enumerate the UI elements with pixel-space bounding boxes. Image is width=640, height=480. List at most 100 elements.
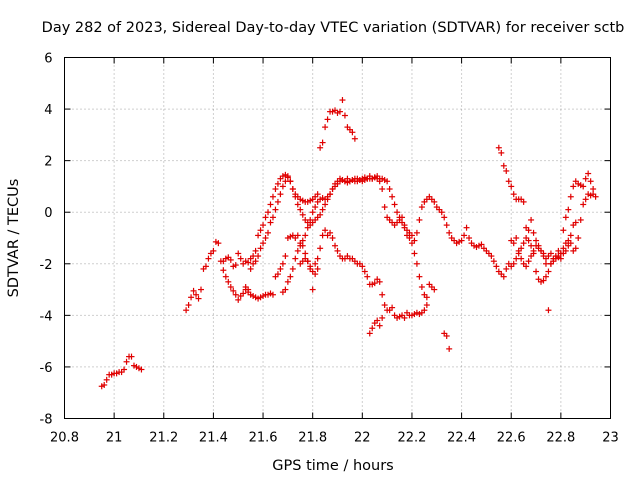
data-point xyxy=(277,191,284,198)
data-point xyxy=(292,193,299,200)
data-point xyxy=(570,183,577,190)
data-point xyxy=(441,214,448,221)
data-point xyxy=(394,209,401,216)
data-point xyxy=(317,144,324,151)
x-axis-label: GPS time / hours xyxy=(272,458,393,474)
data-point xyxy=(495,144,502,151)
data-point xyxy=(245,259,252,266)
data-point xyxy=(314,191,321,198)
data-point xyxy=(545,268,552,275)
data-point xyxy=(269,214,276,221)
data-point xyxy=(408,232,415,239)
data-point xyxy=(520,198,527,205)
data-point xyxy=(376,322,383,329)
data-point xyxy=(389,304,396,311)
data-point xyxy=(416,273,423,280)
y-tick-label: -8 xyxy=(40,413,53,428)
data-point xyxy=(193,291,200,298)
data-point xyxy=(371,280,378,287)
x-tick-label: 22.8 xyxy=(546,431,575,446)
data-point xyxy=(461,232,468,239)
data-point xyxy=(431,198,438,205)
data-point xyxy=(210,247,217,254)
data-point xyxy=(287,178,294,185)
data-point xyxy=(312,260,319,267)
data-point xyxy=(262,235,269,241)
data-point xyxy=(279,260,286,267)
data-point xyxy=(538,247,545,254)
data-point xyxy=(341,112,348,119)
data-point xyxy=(381,204,388,211)
plot-frame xyxy=(64,57,611,419)
data-point xyxy=(190,287,197,294)
data-point xyxy=(101,381,108,388)
data-point xyxy=(413,260,420,267)
data-point xyxy=(324,116,331,123)
data-point xyxy=(262,214,269,221)
data-point xyxy=(421,307,428,314)
data-point xyxy=(237,255,244,262)
data-point xyxy=(304,258,311,265)
data-point xyxy=(277,265,284,272)
data-point xyxy=(299,237,306,244)
data-point xyxy=(334,247,341,254)
data-point xyxy=(232,291,239,298)
data-point xyxy=(312,204,319,211)
data-point xyxy=(364,273,371,280)
data-point xyxy=(510,240,517,247)
x-tick-label: 21.8 xyxy=(298,431,327,446)
data-point xyxy=(545,307,552,314)
data-point xyxy=(446,345,453,352)
data-point xyxy=(329,186,336,193)
axis-ticks: 20.8 21 21.2 21.4 21.6 21.8 22 22.2 22.4 22.6 22.8… xyxy=(40,52,619,446)
data-point xyxy=(518,255,525,262)
data-point xyxy=(361,268,368,275)
data-point xyxy=(540,253,547,260)
x-tick-label: 21 xyxy=(106,431,123,446)
data-point xyxy=(411,250,418,257)
data-point xyxy=(225,278,232,285)
data-point xyxy=(513,235,520,241)
data-point xyxy=(274,271,281,278)
data-point xyxy=(528,216,535,223)
data-point xyxy=(503,167,510,174)
data-point xyxy=(257,245,264,252)
data-point xyxy=(351,135,358,142)
data-point xyxy=(508,183,515,190)
x-tick-label: 20.8 xyxy=(50,431,79,446)
data-point xyxy=(542,273,549,280)
data-point xyxy=(304,224,311,231)
data-point xyxy=(272,206,279,213)
data-point xyxy=(572,219,579,226)
data-point xyxy=(401,222,408,229)
x-tick-label: 22.6 xyxy=(497,431,526,446)
data-point xyxy=(327,229,334,236)
data-point xyxy=(567,193,574,200)
data-point xyxy=(557,250,564,257)
data-point xyxy=(235,296,242,303)
data-point xyxy=(592,193,599,200)
data-point xyxy=(478,241,485,248)
data-point xyxy=(505,178,512,185)
data-point xyxy=(389,193,396,200)
data-point xyxy=(257,227,264,234)
data-point xyxy=(520,240,527,247)
data-point xyxy=(525,227,532,234)
data-point xyxy=(297,242,304,249)
data-point xyxy=(230,287,237,294)
data-point xyxy=(255,253,262,260)
data-point xyxy=(294,247,301,254)
data-point xyxy=(488,253,495,260)
data-point xyxy=(530,247,537,254)
data-point xyxy=(319,206,326,213)
data-point xyxy=(260,240,267,247)
data-point xyxy=(431,286,438,293)
data-point xyxy=(240,290,247,297)
data-point xyxy=(252,247,259,254)
data-point xyxy=(411,237,418,244)
data-point xyxy=(317,211,324,218)
data-point xyxy=(376,178,383,185)
data-point xyxy=(317,245,324,252)
data-point xyxy=(386,186,393,193)
data-point xyxy=(572,245,579,252)
